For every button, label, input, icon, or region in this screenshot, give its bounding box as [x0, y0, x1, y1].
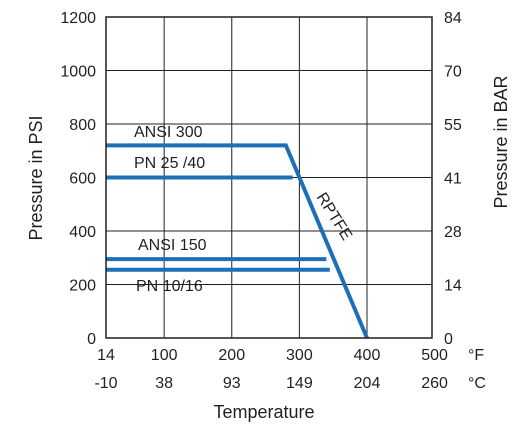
y-tick-label-right: 55 — [444, 117, 462, 134]
y-axis-title-right: Pressure in BAR — [491, 75, 511, 208]
y-tick-label-right: 0 — [444, 331, 453, 348]
series-label-3: PN 10/16 — [136, 278, 203, 295]
x-unit-f: °F — [468, 347, 484, 364]
x-tick-label-c: 93 — [223, 375, 241, 392]
x-tick-label-f: 400 — [354, 347, 381, 364]
y-tick-label-right: 14 — [444, 278, 462, 295]
x-tick-label-f: 14 — [97, 347, 115, 364]
series-label-2: ANSI 150 — [138, 237, 207, 254]
y-tick-label-left: 400 — [69, 224, 96, 241]
x-axis-title: Temperature — [213, 402, 314, 422]
y-tick-label-right: 84 — [444, 10, 462, 27]
series-layer — [106, 143, 369, 339]
x-tick-label-c: 204 — [354, 375, 381, 392]
x-unit-c: °C — [468, 375, 486, 392]
x-tick-label-c: 38 — [155, 375, 173, 392]
y-tick-label-left: 0 — [87, 331, 96, 348]
series-label-1: PN 25 /40 — [134, 155, 205, 172]
x-tick-label-c: -10 — [94, 375, 117, 392]
y-tick-label-left: 600 — [69, 171, 96, 188]
y-tick-label-right: 41 — [444, 171, 462, 188]
y-tick-label-left: 1000 — [60, 64, 96, 81]
rptfe-annotation: RPTFE — [313, 190, 355, 243]
plot-frame — [105, 16, 433, 339]
x-tick-label-c: 149 — [286, 375, 313, 392]
x-tick-label-c: 260 — [421, 375, 448, 392]
y-tick-label-left: 800 — [69, 117, 96, 134]
label-layer: 020040060080010001200014284155708414-101… — [60, 10, 486, 392]
y-axis-title-left: Pressure in PSI — [26, 115, 46, 240]
y-tick-label-right: 70 — [444, 64, 462, 81]
series-line-0 — [106, 143, 369, 339]
x-tick-label-f: 100 — [151, 347, 178, 364]
x-tick-label-f: 500 — [421, 347, 448, 364]
y-tick-label-left: 1200 — [60, 10, 96, 27]
y-tick-label-left: 200 — [69, 278, 96, 295]
y-tick-label-right: 28 — [444, 224, 462, 241]
x-tick-label-f: 200 — [218, 347, 245, 364]
x-tick-label-f: 300 — [286, 347, 313, 364]
series-label-0: ANSI 300 — [134, 124, 203, 141]
